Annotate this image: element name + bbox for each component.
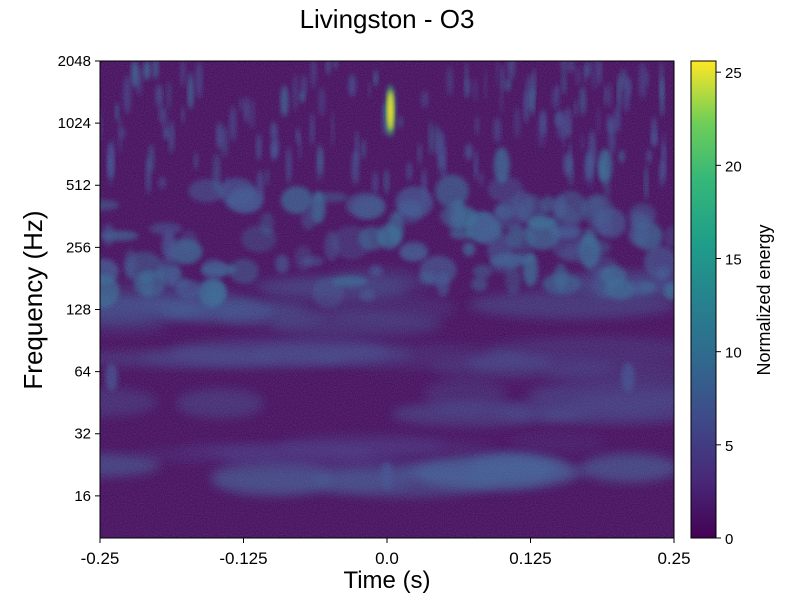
y-tick-label: 256 bbox=[66, 239, 91, 256]
x-axis: -0.25 -0.125 0.0 0.125 0.25 bbox=[81, 538, 691, 568]
colorbar-label: Normalized energy bbox=[754, 224, 774, 375]
colorbar-tick-label: 5 bbox=[725, 438, 733, 455]
colorbar-tick-label: 20 bbox=[725, 158, 742, 175]
y-tick-label: 1024 bbox=[58, 115, 91, 132]
colorbar-axis: 0 5 10 15 20 25 bbox=[716, 65, 742, 548]
y-axis-label: Frequency (Hz) bbox=[18, 210, 48, 389]
y-tick-label: 64 bbox=[74, 364, 91, 381]
x-axis-label: Time (s) bbox=[343, 567, 430, 594]
y-tick-label: 512 bbox=[66, 177, 91, 194]
heatmap-noise bbox=[100, 61, 674, 538]
x-tick-label: -0.125 bbox=[219, 549, 267, 568]
y-tick-label: 128 bbox=[66, 301, 91, 318]
y-tick-label: 32 bbox=[74, 426, 91, 443]
peak-core bbox=[387, 90, 394, 131]
colorbar-tick-label: 10 bbox=[725, 345, 742, 362]
y-tick-label: 2048 bbox=[58, 53, 91, 70]
x-tick-label: -0.25 bbox=[81, 549, 120, 568]
heatmap-peak bbox=[385, 84, 396, 137]
x-tick-label: 0.0 bbox=[375, 549, 399, 568]
colorbar-tick-label: 25 bbox=[725, 65, 742, 82]
y-axis: 16 32 64 128 256 512 1024 2048 bbox=[58, 53, 100, 505]
colorbar bbox=[690, 60, 717, 539]
chart-title: Livingston - O3 bbox=[300, 4, 475, 34]
x-tick-label: 0.125 bbox=[509, 549, 552, 568]
colorbar-tick-label: 0 bbox=[725, 531, 733, 548]
colorbar-tick-label: 15 bbox=[725, 252, 742, 269]
x-tick-label: 0.25 bbox=[657, 549, 690, 568]
y-tick-label: 16 bbox=[74, 488, 91, 505]
plot-area bbox=[100, 61, 674, 538]
